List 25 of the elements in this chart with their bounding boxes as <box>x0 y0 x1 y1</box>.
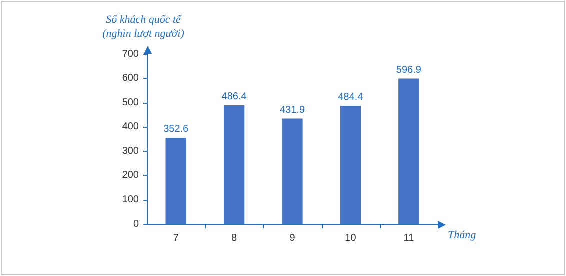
y-tick-label: 300 <box>122 146 140 157</box>
y-tick-label: 600 <box>122 73 140 84</box>
y-tick-label: 100 <box>122 194 140 206</box>
x-tick-label: 9 <box>290 232 296 244</box>
x-tick-label: 11 <box>404 232 415 244</box>
bar <box>282 118 303 224</box>
bar <box>398 78 420 224</box>
x-tick-label: 7 <box>173 232 180 244</box>
y-tick-label: 200 <box>122 170 140 182</box>
x-tick-label: 8 <box>232 232 238 244</box>
bar <box>224 106 245 224</box>
y-tick-label: 700 <box>122 48 140 60</box>
y-tick-label: 500 <box>122 97 140 108</box>
y-tick-label: 0 <box>133 218 140 230</box>
data-label: 431.9 <box>280 104 306 116</box>
data-label: 486.4 <box>222 92 248 103</box>
bar <box>340 106 362 224</box>
y-tick-label: 400 <box>122 122 140 133</box>
data-label: 352.6 <box>164 124 190 136</box>
x-tick-label: 10 <box>345 232 357 244</box>
bar <box>166 138 186 224</box>
x-axis-title: Tháng <box>448 229 477 242</box>
y-axis-title: Số khách quốc tế (nghìn lượt người) <box>102 14 185 40</box>
data-label: 484.4 <box>338 92 364 104</box>
data-label: 596.9 <box>396 64 422 76</box>
